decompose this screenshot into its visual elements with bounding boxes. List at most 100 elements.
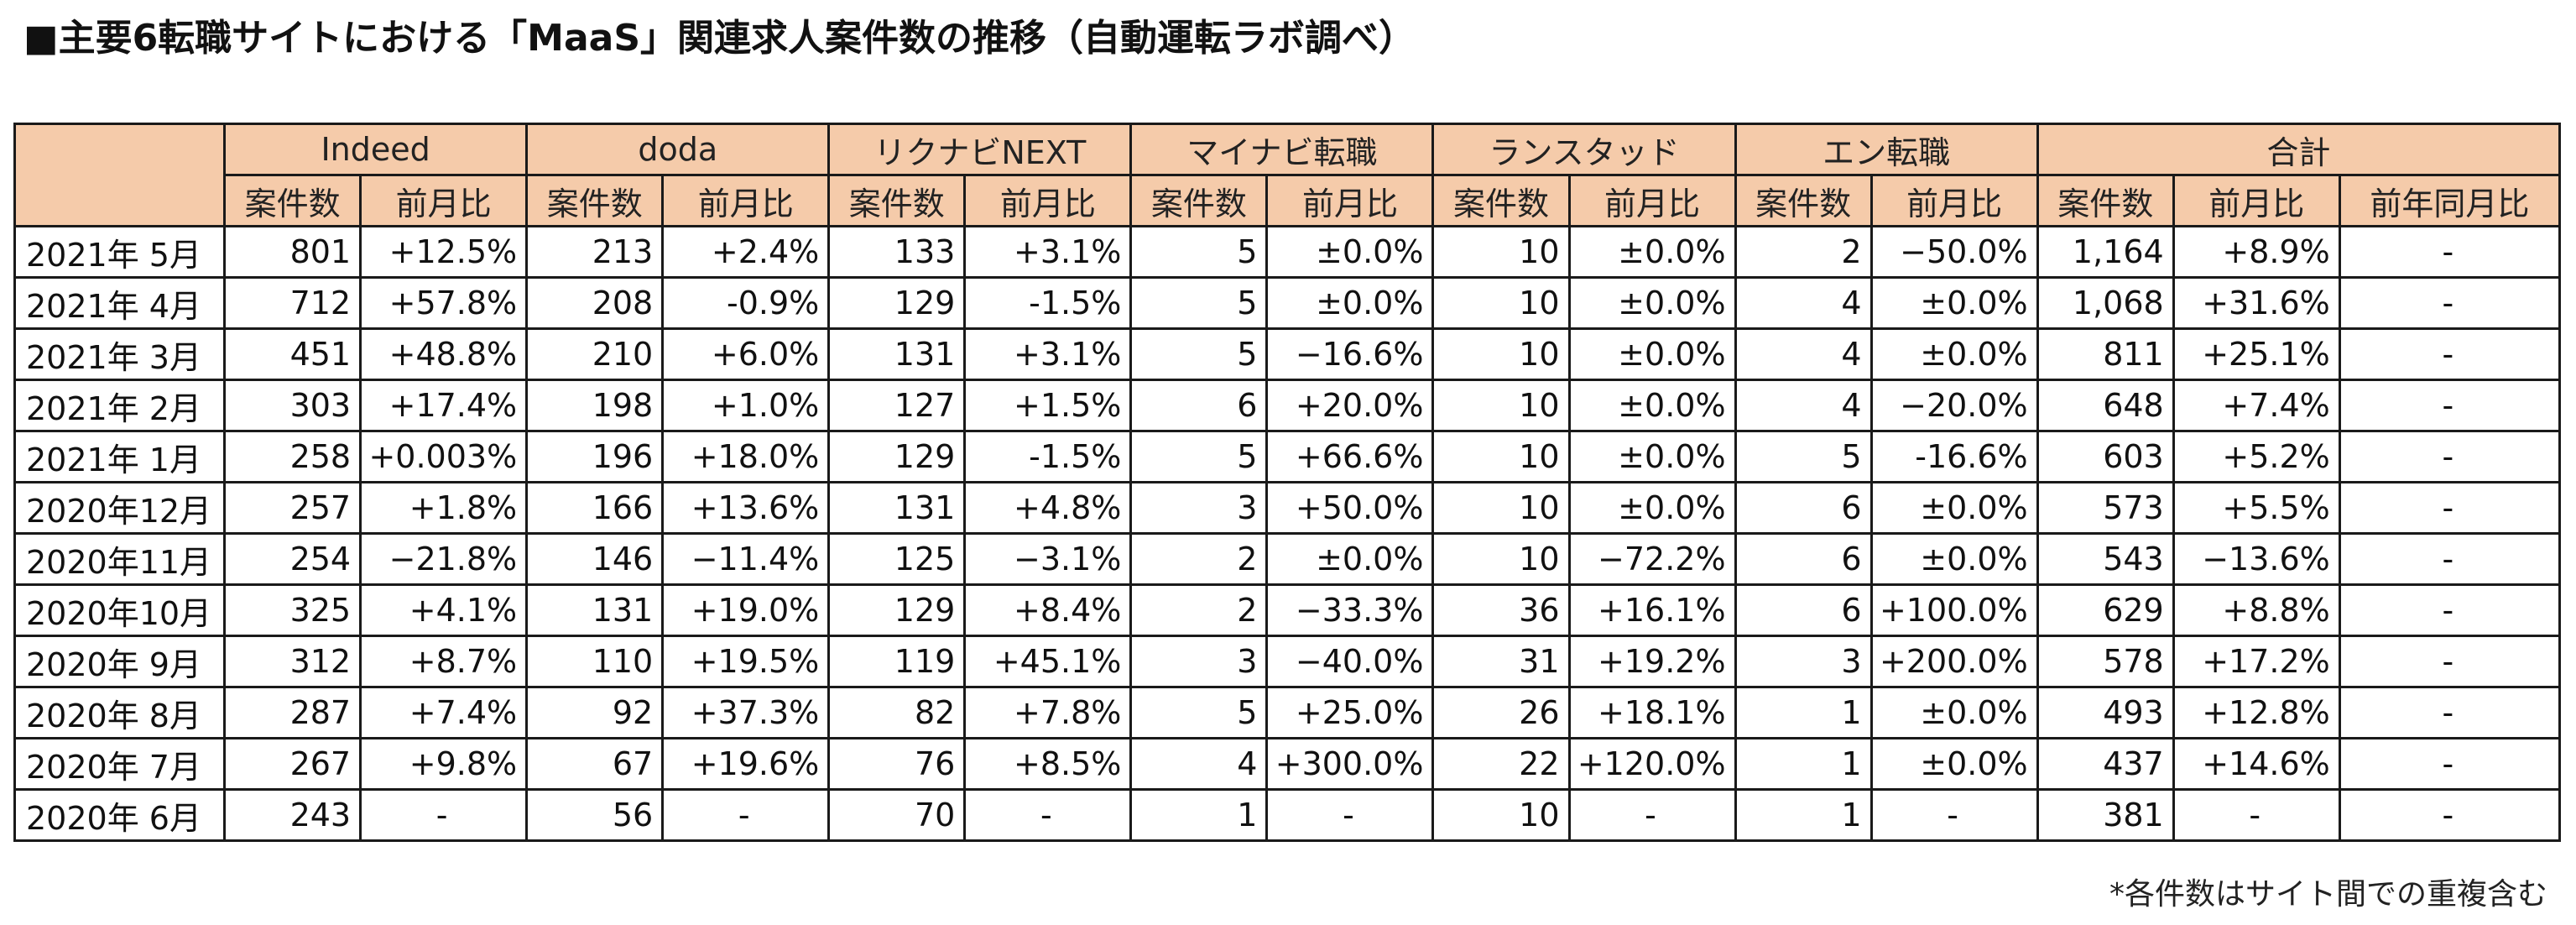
mom-cell: ±0.0% [1567,430,1737,483]
month-cell: 2021年 2月 [13,379,227,432]
mom-cell: +8.5% [963,737,1133,791]
count-cell: 208 [525,276,665,330]
mom-cell: -1.5% [963,430,1133,483]
count-cell: 76 [827,737,967,791]
count-cell: 125 [827,532,967,586]
count-cell: 1,164 [2036,225,2175,279]
mom-cell: ±0.0% [1567,379,1737,432]
mom-cell: +50.0% [1265,481,1435,535]
mom-cell: +200.0% [1869,635,2039,688]
count-cell: 811 [2036,327,2175,381]
count-cell: 325 [223,583,362,637]
yoy-cell: - [2338,635,2562,688]
mom-cell: +14.6% [2172,737,2341,791]
mom-cell: ±0.0% [1869,481,2039,535]
count-cell: 1 [1129,788,1269,842]
count-cell: 26 [1431,686,1571,739]
count-cell: 603 [2036,430,2175,483]
count-cell: 210 [525,327,665,381]
count-cell: 70 [827,788,967,842]
count-cell: 258 [223,430,362,483]
sub-header-count: 案件数 [827,174,967,227]
yoy-cell: - [2338,379,2562,432]
count-cell: 1 [1734,788,1873,842]
mom-cell: −11.4% [661,532,831,586]
count-cell: 243 [223,788,362,842]
mom-cell: −16.6% [1265,327,1435,381]
count-cell: 10 [1431,788,1571,842]
mom-cell: -16.6% [1869,430,2039,483]
sub-header-count: 案件数 [2036,174,2175,227]
mom-cell: +8.4% [963,583,1133,637]
mom-cell: −33.3% [1265,583,1435,637]
mom-cell: +7.4% [359,686,529,739]
mom-cell: ±0.0% [1869,327,2039,381]
mom-cell: +9.8% [359,737,529,791]
yoy-cell: - [2338,583,2562,637]
count-cell: 82 [827,686,967,739]
mom-cell: +57.8% [359,276,529,330]
mom-cell: +0.003% [359,430,529,483]
count-cell: 67 [525,737,665,791]
mom-cell: +13.6% [661,481,831,535]
count-cell: 543 [2036,532,2175,586]
mom-cell: -0.9% [661,276,831,330]
mom-cell: +5.5% [2172,481,2341,535]
yoy-cell: - [2338,686,2562,739]
corner-cell [13,123,227,227]
mom-cell: +48.8% [359,327,529,381]
mom-cell: +3.1% [963,327,1133,381]
month-cell: 2020年10月 [13,583,227,637]
mom-cell: +8.7% [359,635,529,688]
yoy-cell: - [2338,276,2562,330]
mom-cell: −40.0% [1265,635,1435,688]
site-header-total: 合計 [2036,123,2562,176]
count-cell: 56 [525,788,665,842]
count-cell: 196 [525,430,665,483]
count-cell: 648 [2036,379,2175,432]
count-cell: 10 [1431,430,1571,483]
mom-cell: +18.0% [661,430,831,483]
page-title: ■主要6転職サイトにおける「MaaS」関連求人案件数の推移（自動運転ラボ調べ） [23,17,1416,60]
count-cell: 119 [827,635,967,688]
mom-cell: +1.5% [963,379,1133,432]
count-cell: 2 [1129,532,1269,586]
mom-cell: +19.6% [661,737,831,791]
count-cell: 4 [1734,379,1873,432]
mom-cell: +37.3% [661,686,831,739]
mom-cell: +17.2% [2172,635,2341,688]
count-cell: 36 [1431,583,1571,637]
mom-cell: ±0.0% [1265,225,1435,279]
count-cell: 131 [827,327,967,381]
sub-header-count: 案件数 [1129,174,1269,227]
count-cell: 6 [1129,379,1269,432]
count-cell: 129 [827,430,967,483]
month-cell: 2020年 7月 [13,737,227,791]
sub-header-yoy: 前年同月比 [2338,174,2562,227]
sub-header-count: 案件数 [525,174,665,227]
count-cell: 4 [1129,737,1269,791]
yoy-cell: - [2338,225,2562,279]
count-cell: 129 [827,583,967,637]
month-cell: 2021年 4月 [13,276,227,330]
count-cell: 146 [525,532,665,586]
month-cell: 2020年12月 [13,481,227,535]
mom-cell: +8.8% [2172,583,2341,637]
count-cell: 381 [2036,788,2175,842]
count-cell: 4 [1734,276,1873,330]
table-row: 2020年 6月 243-56-70-1-10-1-381- - [13,788,2562,842]
count-cell: 573 [2036,481,2175,535]
count-cell: 2 [1129,583,1269,637]
mom-cell: - [963,788,1133,842]
month-cell: 2020年 9月 [13,635,227,688]
mom-cell: +45.1% [963,635,1133,688]
count-cell: 6 [1734,583,1873,637]
table-row: 2020年12月 257 +1.8% 166 +13.6% 131 +4.8% 3 +50.0%… [13,481,2562,535]
table-row: 2021年 1月 258 +0.003% 196 +18.0% 129 -1.5% 5 +66.… [13,430,2562,483]
mom-cell: ±0.0% [1869,737,2039,791]
count-cell: 5 [1129,327,1269,381]
mom-cell: +20.0% [1265,379,1435,432]
count-cell: 6 [1734,481,1873,535]
site-header-rikunabi-next: リクナビNEXT [827,123,1133,176]
mom-cell: ±0.0% [1265,276,1435,330]
